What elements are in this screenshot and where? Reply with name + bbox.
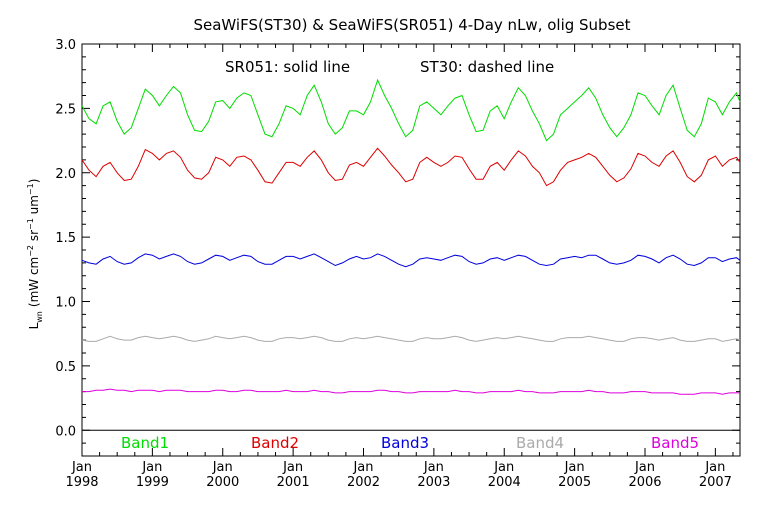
legend-band1: Band1	[121, 434, 169, 452]
legend-band3: Band3	[381, 434, 429, 452]
series-line-band5	[82, 388, 740, 395]
ylabel-units-a: (mW cm	[27, 257, 41, 307]
y-tick-label: 3.0	[55, 38, 76, 53]
x-tick-month: Jan	[493, 460, 514, 475]
x-tick-month: Jan	[423, 460, 444, 475]
series-line-band4	[81, 335, 741, 342]
x-tick-year: 2007	[699, 475, 732, 490]
x-tick-month: Jan	[564, 460, 585, 475]
x-tick-year: 2003	[417, 475, 450, 490]
x-tick-month: Jan	[704, 460, 725, 475]
ylabel-exp3: −1	[26, 183, 35, 195]
x-tick-month: Jan	[212, 460, 233, 475]
x-tick-month: Jan	[141, 460, 162, 475]
y-tick-label: 1.5	[55, 231, 76, 246]
svg-text:Lwn(mW cm−2 sr−1 um−1): Lwn(mW cm−2 sr−1 um−1)	[26, 179, 44, 330]
x-tick-year: 2005	[558, 475, 591, 490]
annotation-dashed: ST30: dashed line	[420, 58, 554, 76]
y-axis-label: Lwn(mW cm−2 sr−1 um−1)	[26, 179, 44, 330]
y-tick-label: 0.5	[55, 360, 76, 375]
y-tick-label: 1.0	[55, 296, 76, 311]
chart-title: SeaWiFS(ST30) & SeaWiFS(SR051) 4-Day nLw…	[193, 16, 630, 34]
legend-band2: Band2	[251, 434, 299, 452]
x-tick-month: Jan	[71, 460, 92, 475]
plot-frame	[81, 43, 741, 457]
ylabel-exp1: −2	[26, 245, 35, 257]
x-tick-month: Jan	[282, 460, 303, 475]
ylabel-units-c: um	[27, 195, 41, 218]
x-tick-year: 2000	[206, 475, 239, 490]
x-tick-year: 1998	[65, 475, 98, 490]
y-tick-label: 2.5	[55, 102, 76, 117]
legend-band4: Band4	[516, 434, 564, 452]
annotation-solid: SR051: solid line	[225, 58, 350, 76]
x-tick-year: 2004	[488, 475, 521, 490]
series-line-band1	[81, 78, 741, 142]
x-tick-month: Jan	[352, 460, 373, 475]
ylabel-main: L	[27, 322, 41, 329]
series-line-band3	[81, 253, 741, 268]
x-tick-year: 2002	[347, 475, 380, 490]
x-tick-year: 1999	[136, 475, 169, 490]
x-tick-year: 2001	[277, 475, 310, 490]
x-tick-year: 2006	[628, 475, 661, 490]
y-tick-label: 2.0	[55, 167, 76, 182]
series-line-band2	[81, 147, 741, 187]
ylabel-sub: wn	[35, 311, 44, 323]
ylabel-exp2: −1	[26, 218, 35, 230]
y-tick-label: 0.0	[55, 424, 76, 439]
x-tick-month: Jan	[634, 460, 655, 475]
ylabel-units-d: )	[27, 179, 41, 184]
ylabel-units-b: sr	[27, 230, 41, 245]
legend-band5: Band5	[651, 434, 699, 452]
plot-area: 0.00.51.01.52.02.53.0Jan1998Jan1999Jan20…	[55, 38, 741, 490]
